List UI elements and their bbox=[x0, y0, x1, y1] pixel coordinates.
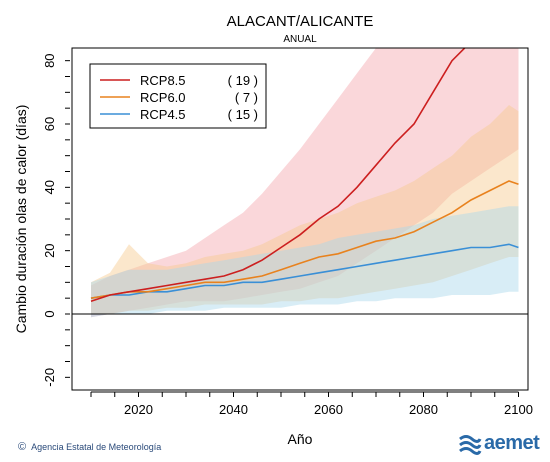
y-tick-label: 40 bbox=[42, 180, 57, 194]
band-rcp60 bbox=[91, 105, 519, 314]
legend-count: ( 19 ) bbox=[228, 73, 258, 88]
chart-title: ALACANT/ALICANTE bbox=[227, 13, 374, 30]
y-tick-label: 20 bbox=[42, 243, 57, 257]
y-tick-label: 60 bbox=[42, 117, 57, 131]
agency-name: Agencia Estatal de Meteorología bbox=[31, 442, 162, 452]
aemet-logo-text: aemet bbox=[484, 432, 540, 454]
y-axis-label: Cambio duración olas de calor (días) bbox=[13, 105, 29, 334]
aemet-logo: aemet bbox=[458, 432, 548, 456]
chart-subtitle: ANUAL bbox=[283, 34, 317, 45]
line-rcp60 bbox=[90, 180, 519, 299]
plot-frame bbox=[71, 47, 529, 391]
legend-count: ( 7 ) bbox=[235, 90, 258, 105]
y-tick-label: -20 bbox=[42, 368, 57, 387]
aemet-logo-icon bbox=[459, 435, 482, 455]
y-tick-label: 80 bbox=[42, 53, 57, 67]
copyright-icon: © bbox=[18, 441, 27, 453]
x-tick-label: 2060 bbox=[314, 402, 343, 417]
legend-label: RCP4.5 bbox=[140, 107, 186, 122]
line-rcp45 bbox=[90, 243, 519, 299]
y-axis: -20 0 20 40 60 80 bbox=[42, 53, 70, 387]
x-axis: 2020 2040 2060 2080 2100 bbox=[90, 391, 533, 417]
legend-box bbox=[89, 63, 267, 129]
line-rcp85 bbox=[90, 48, 466, 303]
x-tick-label: 2040 bbox=[219, 402, 248, 417]
x-axis-label: Año bbox=[288, 431, 313, 447]
legend-label: RCP6.0 bbox=[140, 90, 186, 105]
legend-label: RCP8.5 bbox=[140, 73, 186, 88]
series-lines bbox=[90, 48, 519, 303]
legend: RCP8.5 ( 19 ) RCP6.0 ( 7 ) RCP4.5 ( 15 ) bbox=[89, 63, 267, 129]
x-tick-label: 2080 bbox=[409, 402, 438, 417]
band-rcp85 bbox=[91, 48, 519, 318]
footer-credit: © Agencia Estatal de Meteorología bbox=[18, 441, 161, 453]
x-tick-label: 2020 bbox=[124, 402, 153, 417]
legend-count: ( 15 ) bbox=[228, 107, 258, 122]
y-tick-label: 0 bbox=[42, 310, 57, 317]
x-tick-label: 2100 bbox=[504, 402, 533, 417]
